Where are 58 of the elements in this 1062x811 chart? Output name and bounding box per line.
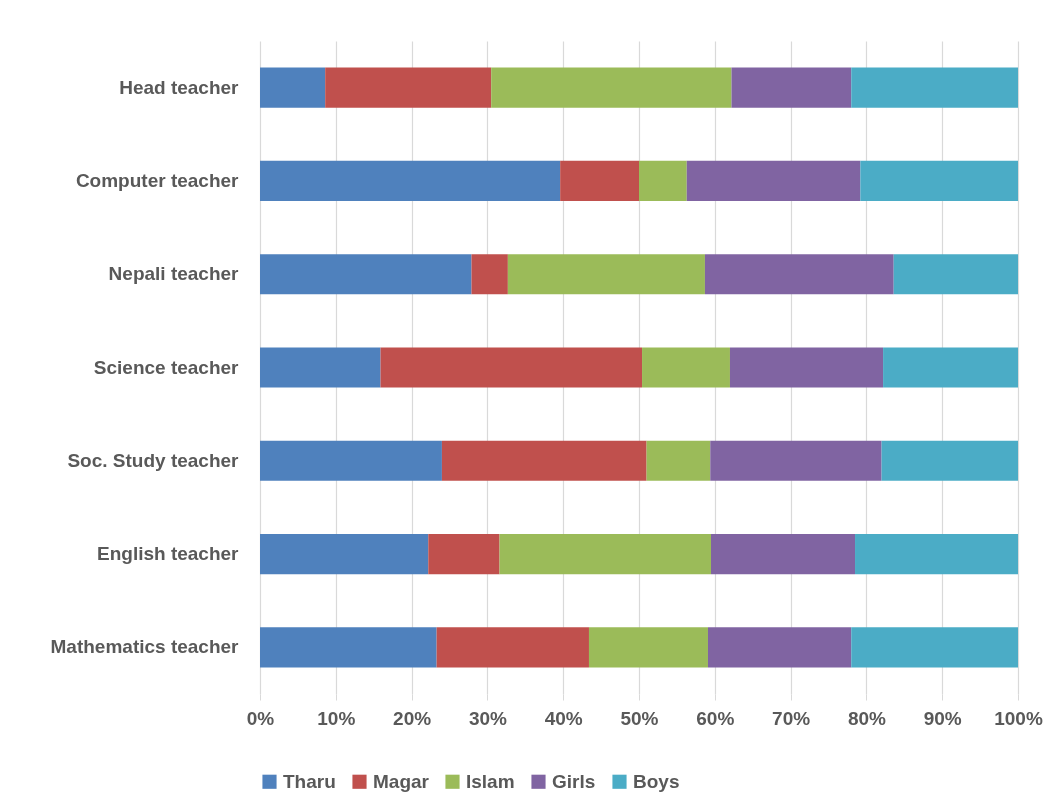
y-tick-label: Computer teacher	[75, 169, 240, 191]
bar	[260, 254, 472, 295]
x-tick-label: 30%	[468, 707, 508, 729]
bar	[260, 347, 381, 388]
bar	[711, 534, 856, 575]
x-tick-label: 50%	[620, 707, 659, 729]
bar	[710, 440, 882, 481]
y-tick-label: Mathematics teacher	[50, 636, 240, 658]
bar	[731, 67, 852, 108]
bar	[260, 627, 437, 668]
x-tick-label: 60%	[696, 707, 735, 729]
x-tick-label: 40%	[544, 707, 583, 729]
bar	[851, 67, 1018, 108]
bar	[441, 440, 647, 481]
legend-label: Girls	[552, 770, 596, 792]
bar	[436, 627, 589, 668]
x-tick-label: 70%	[772, 707, 811, 729]
y-tick-label: English teacher	[97, 543, 240, 565]
bar	[260, 160, 561, 201]
bar	[639, 160, 687, 201]
bar	[260, 440, 442, 481]
bar	[380, 347, 643, 388]
bar	[860, 160, 1018, 201]
bar	[499, 534, 712, 575]
bar	[260, 67, 326, 108]
legend-label: Boys	[633, 770, 680, 792]
x-tick-label: 10%	[317, 707, 356, 729]
y-tick-label: Science teacher	[93, 356, 240, 378]
bar	[507, 254, 705, 295]
bar	[855, 534, 1018, 575]
x-tick-label: 100%	[994, 707, 1043, 729]
y-tick-label: Nepali teacher	[108, 263, 240, 285]
legend-label: Tharu	[283, 770, 336, 792]
bar	[729, 347, 884, 388]
bar	[491, 67, 732, 108]
bar	[707, 627, 852, 668]
y-tick-label: Head teacher	[119, 76, 240, 98]
x-tick-label: 80%	[847, 707, 887, 729]
bar	[893, 254, 1018, 295]
legend-label: Magar	[373, 770, 430, 792]
x-tick-label: 20%	[393, 707, 432, 729]
x-tick-label: 90%	[923, 707, 962, 729]
bar	[851, 627, 1018, 668]
bar	[560, 160, 639, 201]
legend-label: Islam	[466, 770, 515, 792]
bar	[704, 254, 894, 295]
bar	[260, 534, 429, 575]
bar	[325, 67, 492, 108]
bar	[642, 347, 730, 388]
x-tick-label: 0%	[246, 707, 275, 729]
y-tick-label: Soc. Study teacher	[67, 449, 240, 471]
bar	[883, 347, 1018, 388]
bar	[881, 440, 1018, 481]
bar	[686, 160, 861, 201]
bar	[428, 534, 500, 575]
bar	[588, 627, 708, 668]
bar	[646, 440, 711, 481]
bar	[471, 254, 508, 295]
